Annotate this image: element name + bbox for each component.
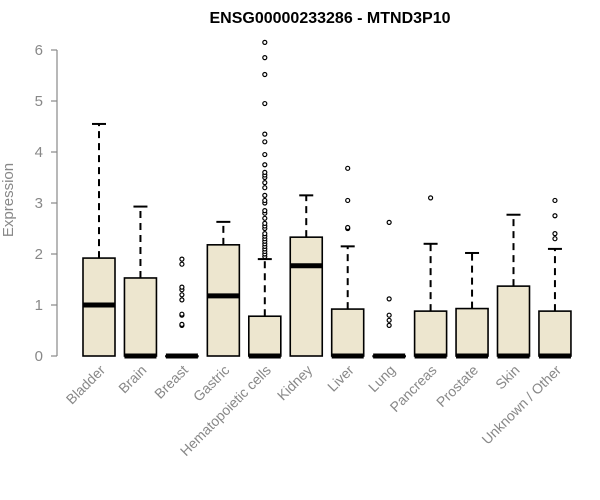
outlier-point	[262, 71, 268, 78]
outlier-point	[386, 312, 392, 318]
y-tick-label: 5	[35, 93, 43, 110]
outlier-point	[179, 311, 185, 317]
box-body	[123, 277, 158, 357]
y-axis: 0 1 2 3 4 5 6	[35, 42, 58, 365]
box-body	[538, 310, 572, 357]
box-body	[413, 310, 448, 357]
outlier-point	[262, 185, 268, 191]
outlier-point	[179, 284, 185, 290]
box-gastric	[206, 220, 241, 357]
x-tick-label: Bladder	[63, 362, 109, 408]
outlier-point	[262, 220, 268, 226]
x-tick-label: Liver	[324, 362, 357, 395]
outlier-point	[262, 162, 268, 168]
outlier-point	[345, 165, 351, 171]
box-body	[206, 244, 241, 357]
outlier-point	[552, 236, 558, 242]
x-tick-label: Brain	[115, 362, 149, 396]
y-axis-label: Expression	[0, 163, 17, 237]
outlier-point	[179, 261, 185, 267]
outlier-point	[262, 197, 268, 204]
box-body	[289, 236, 324, 357]
outlier-point	[262, 39, 268, 45]
box-kidney	[289, 194, 324, 357]
outlier-point	[179, 256, 185, 262]
x-tick-label: Lung	[365, 362, 398, 395]
box-skin	[496, 213, 531, 359]
outlier-point	[262, 208, 268, 214]
y-tick-label: 3	[35, 195, 43, 212]
box-body	[248, 315, 282, 357]
box-body	[496, 285, 531, 357]
outlier-point	[386, 296, 392, 302]
outlier-point	[262, 169, 268, 175]
box-bladder	[82, 122, 116, 357]
box-brain	[123, 205, 158, 359]
outlier-point	[428, 195, 434, 201]
y-tick-label: 0	[35, 348, 43, 365]
outlier-point	[262, 139, 268, 145]
outlier-point	[262, 231, 268, 237]
outlier-point	[262, 131, 268, 137]
boxes-group	[82, 39, 572, 359]
box-body	[455, 307, 489, 357]
y-tick-label: 4	[35, 144, 43, 161]
y-tick-label: 6	[35, 42, 43, 59]
outlier-point	[386, 322, 392, 328]
box-breast	[165, 256, 199, 359]
outlier-point	[345, 224, 351, 231]
y-tick-label: 1	[35, 297, 43, 314]
outlier-point	[262, 180, 268, 186]
box-body	[330, 308, 365, 357]
box-pancreas	[413, 195, 448, 359]
box-lung	[372, 219, 406, 359]
outlier-point	[179, 292, 185, 298]
outlier-point	[179, 297, 185, 303]
outlier-point	[179, 321, 185, 327]
box-hematopoietic-cells	[248, 39, 282, 359]
x-tick-label: Prostate	[433, 362, 481, 410]
box-unknown-other	[538, 197, 572, 359]
outlier-point	[262, 215, 268, 221]
box-prostate	[455, 251, 489, 359]
outlier-point	[345, 197, 351, 204]
x-tick-label: Kidney	[274, 362, 316, 404]
outlier-point	[262, 100, 268, 107]
outlier-point	[552, 213, 558, 219]
outlier-point	[262, 151, 268, 158]
y-tick-label: 2	[35, 246, 43, 263]
x-tick-label: Skin	[492, 362, 523, 393]
outlier-point	[386, 317, 392, 323]
x-tick-label: Breast	[151, 362, 191, 402]
outlier-point	[552, 231, 558, 237]
chart-title: ENSG00000233286 - MTND3P10	[209, 10, 450, 27]
outlier-point	[262, 55, 268, 61]
outlier-point	[262, 192, 268, 198]
x-tick-label: Unknown / Other	[478, 362, 564, 448]
box-liver	[330, 165, 365, 359]
outlier-point	[386, 219, 392, 225]
outlier-point	[552, 197, 558, 204]
